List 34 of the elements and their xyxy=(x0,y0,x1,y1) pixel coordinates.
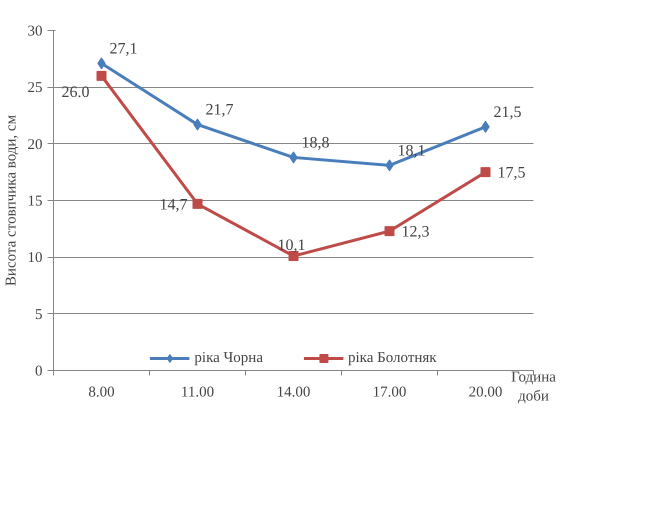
y-tick-label: 30 xyxy=(28,24,42,40)
data-label: 14,7 xyxy=(160,196,188,214)
y-tick-label: 5 xyxy=(35,306,42,323)
y-tick-label: 10 xyxy=(28,250,42,266)
data-label: 17,5 xyxy=(498,164,526,182)
x-tick-label: 11.00 xyxy=(180,384,214,400)
point xyxy=(97,57,106,70)
legend-label: ріка Болотняк xyxy=(348,350,437,366)
data-label: 21,7 xyxy=(206,102,234,119)
point xyxy=(193,118,202,131)
data-label: 10,1 xyxy=(278,237,306,254)
point xyxy=(192,198,202,209)
x-tick-label: 14.00 xyxy=(276,384,310,400)
y-tick-label: 0 xyxy=(35,364,42,380)
y-tick-label: 25 xyxy=(28,80,42,96)
x-tick-label: 17.00 xyxy=(372,384,406,400)
data-label: 18,1 xyxy=(398,142,426,160)
point xyxy=(96,70,106,81)
x-axis-title: Година доби xyxy=(511,370,556,405)
x-tick-label: 20.00 xyxy=(468,384,502,400)
data-label: 26.0 xyxy=(62,84,90,101)
x-tick-label: 8.00 xyxy=(88,384,115,400)
data-label: 21,5 xyxy=(494,104,522,121)
data-label: 27,1 xyxy=(110,40,138,58)
point xyxy=(480,167,490,178)
point xyxy=(385,159,394,172)
y-axis-title: Висота стовпчика води, см xyxy=(4,114,20,286)
point xyxy=(384,226,394,236)
point xyxy=(481,120,490,133)
legend-label: ріка Чорна xyxy=(194,350,263,366)
y-tick-label: 15 xyxy=(28,194,42,210)
point xyxy=(289,151,298,164)
data-label: 12,3 xyxy=(402,224,430,241)
y-tick-label: 20 xyxy=(28,136,42,153)
